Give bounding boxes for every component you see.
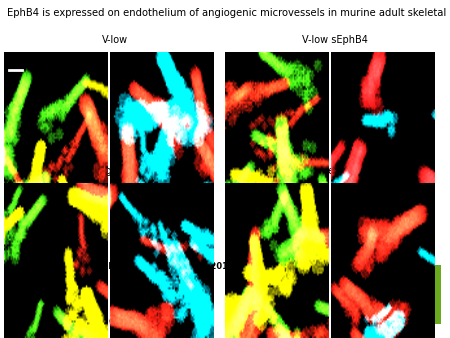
Text: EMBO: EMBO bbox=[372, 280, 416, 292]
Text: V-high + Fc: V-high + Fc bbox=[87, 166, 143, 176]
Text: NG2: NG2 bbox=[162, 225, 180, 234]
Text: EphB4: EphB4 bbox=[249, 225, 276, 234]
Text: © as stated in the article, figure or figure legend: © as stated in the article, figure or fi… bbox=[9, 318, 185, 324]
Text: Elena Groppa et al. EMBO Rep. 2018;embr.201745054: Elena Groppa et al. EMBO Rep. 2018;embr.… bbox=[9, 262, 263, 271]
Text: CD31: CD31 bbox=[56, 225, 79, 234]
Text: EphB4: EphB4 bbox=[135, 225, 162, 234]
FancyBboxPatch shape bbox=[346, 265, 441, 324]
Text: EphB4 is expressed on endothelium of angiogenic microvessels in murine adult ske: EphB4 is expressed on endothelium of ang… bbox=[7, 8, 450, 19]
Text: EphB4: EphB4 bbox=[28, 225, 56, 234]
Text: V-high + ephrinB2-Fc: V-high + ephrinB2-Fc bbox=[283, 166, 387, 176]
Text: NG2: NG2 bbox=[382, 225, 401, 234]
Text: EphB4: EphB4 bbox=[356, 225, 382, 234]
Text: CD31: CD31 bbox=[276, 225, 300, 234]
Text: V-low sEphB4: V-low sEphB4 bbox=[302, 34, 368, 45]
Text: V-low: V-low bbox=[102, 34, 128, 45]
Text: reports: reports bbox=[378, 304, 410, 312]
